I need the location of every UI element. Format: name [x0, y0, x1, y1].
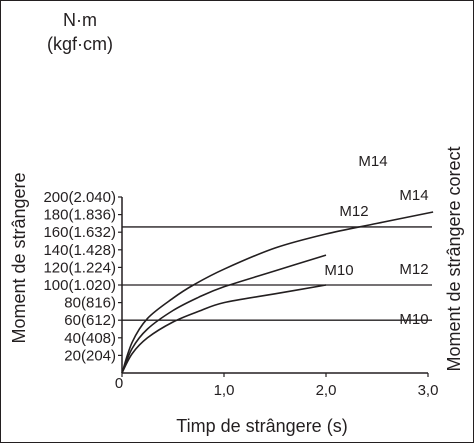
right-axis-label: Moment de strângere corect: [444, 146, 464, 371]
y-tick-label: 140(1.428): [43, 242, 116, 259]
reference-label-m14: M14: [399, 187, 428, 204]
origin-label: 0: [115, 375, 123, 392]
y-tick-label: 80(816): [64, 295, 116, 312]
series-lines: [121, 211, 434, 374]
series-labels: M14 M12 M10 M14 M12 M10: [324, 153, 428, 328]
reference-lines: [122, 226, 432, 321]
y-tick-label: 120(1.224): [43, 259, 116, 276]
curve-label-m12: M12: [339, 203, 368, 220]
y-tick-label: 20(204): [64, 347, 116, 364]
series-line-m14: [121, 211, 434, 374]
y-tick-labels: 20(204)40(408)60(612)80(816)100(1.020)12…: [43, 189, 123, 392]
series-line-m10: [121, 284, 327, 374]
curve-label-m10: M10: [324, 262, 353, 279]
x-axis-label: Timp de strângere (s): [176, 416, 347, 436]
y-axis-label: Moment de strângere: [9, 172, 29, 343]
x-tick-labels: 1,0 2,0 3,0: [121, 373, 439, 399]
unit-label: N·m: [63, 10, 97, 30]
curve-label-m14: M14: [358, 153, 387, 170]
reference-label-m12: M12: [399, 261, 428, 278]
y-tick-label: 60(612): [64, 312, 116, 329]
y-tick-label: 100(1.020): [43, 277, 116, 294]
x-tick-label: 2,0: [316, 382, 337, 399]
y-tick-label: 200(2.040): [43, 189, 116, 206]
x-tick-label: 3,0: [418, 382, 439, 399]
reference-label-m10: M10: [399, 311, 428, 328]
unit-label-alt: (kgf·cm): [47, 34, 113, 54]
x-tick-label: 1,0: [214, 382, 235, 399]
y-tick-label: 160(1.632): [43, 224, 116, 241]
y-tick-label: 180(1.836): [43, 207, 116, 224]
y-tick-label: 40(408): [64, 330, 116, 347]
series-line-m12: [121, 254, 327, 374]
